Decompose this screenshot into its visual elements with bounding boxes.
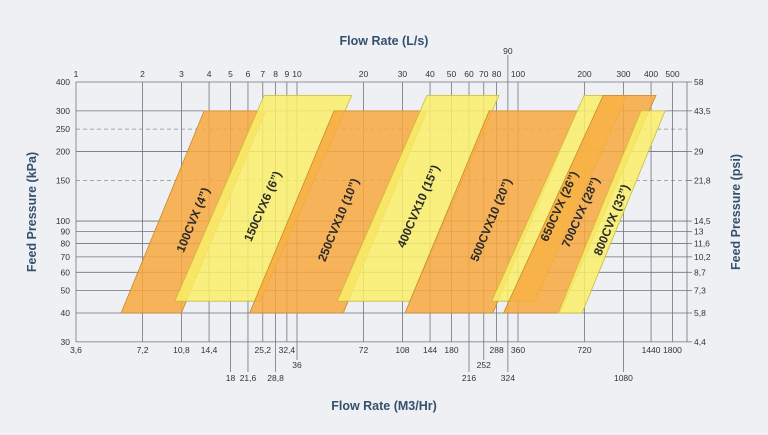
y-right-tick-label: 14,5 [694, 216, 711, 226]
x-bottom-tick-label: 18 [226, 373, 236, 383]
y-left-tick-label: 80 [61, 238, 71, 248]
x-top-tick-label: 100 [511, 69, 525, 79]
x-bottom-tick-label: 288 [489, 345, 503, 355]
x-top-tick-label: 4 [207, 69, 212, 79]
x-bottom-axis-title: Flow Rate (M3/Hr) [331, 399, 437, 413]
x-top-tick-label: 10 [292, 69, 302, 79]
x-bottom-tick-label: 1440 [642, 345, 661, 355]
x-bottom-tick-label: 1800 [663, 345, 682, 355]
y-left-tick-label: 70 [61, 252, 71, 262]
x-top-tick-label: 40 [425, 69, 435, 79]
x-top-tick-label: 7 [260, 69, 265, 79]
y-left-tick-label: 200 [56, 147, 70, 157]
y-left-tick-label: 250 [56, 124, 70, 134]
x-top-tick-label: 80 [492, 69, 502, 79]
y-left-tick-label: 300 [56, 106, 70, 116]
x-bottom-tick-label: 36 [292, 360, 302, 370]
y-right-tick-label: 29 [694, 147, 704, 157]
x-bottom-tick-label: 72 [359, 345, 369, 355]
y-left-axis-title: Feed Pressure (kPa) [25, 152, 39, 272]
x-bottom-tick-label: 32,4 [279, 345, 296, 355]
x-top-tick-label: 90 [503, 46, 513, 56]
y-right-tick-label: 11,6 [694, 238, 710, 248]
series-area-800cvx [557, 110, 666, 314]
series-area-400cvx10 [336, 94, 500, 302]
y-right-tick-label: 5,8 [694, 308, 706, 318]
x-bottom-tick-label: 7,2 [137, 345, 149, 355]
y-left-tick-label: 150 [56, 175, 70, 185]
x-bottom-tick-label: 324 [501, 373, 515, 383]
x-bottom-tick-label: 108 [395, 345, 409, 355]
series-area-700cvx [502, 94, 657, 314]
x-bottom-tick-label: 25,2 [254, 345, 271, 355]
x-bottom-tick-label: 144 [423, 345, 437, 355]
y-right-tick-label: 43,5 [694, 106, 711, 116]
y-right-tick-label: 13 [694, 227, 704, 237]
x-top-axis-title: Flow Rate (L/s) [340, 34, 429, 48]
x-bottom-tick-label: 14,4 [201, 345, 218, 355]
y-left-tick-label: 100 [56, 216, 70, 226]
x-top-tick-label: 2 [140, 69, 145, 79]
y-right-tick-label: 8,7 [694, 267, 706, 277]
x-bottom-tick-label: 720 [577, 345, 591, 355]
y-left-tick-label: 40 [61, 308, 71, 318]
y-right-tick-label: 21,8 [694, 175, 711, 185]
y-left-tick-label: 400 [56, 77, 70, 87]
x-top-tick-label: 300 [616, 69, 630, 79]
y-right-tick-label: 58 [694, 77, 704, 87]
y-left-tick-label: 50 [61, 286, 71, 296]
x-bottom-tick-label: 216 [462, 373, 476, 383]
x-top-tick-label: 30 [398, 69, 408, 79]
x-top-tick-label: 400 [644, 69, 658, 79]
y-right-tick-label: 7,3 [694, 286, 706, 296]
y-left-tick-label: 30 [61, 337, 71, 347]
x-top-tick-label: 8 [273, 69, 278, 79]
x-bottom-tick-label: 21,6 [240, 373, 257, 383]
x-top-tick-label: 9 [285, 69, 290, 79]
x-top-tick-label: 50 [447, 69, 457, 79]
x-top-tick-label: 1 [74, 69, 79, 79]
x-bottom-tick-label: 10,8 [173, 345, 190, 355]
series-area-150cvx6 [174, 94, 353, 302]
x-top-tick-label: 60 [464, 69, 474, 79]
tick-labels: 400300250200150100908070605040305843,529… [56, 46, 711, 383]
x-top-tick-label: 200 [577, 69, 591, 79]
x-bottom-tick-label: 3,6 [70, 345, 82, 355]
x-top-tick-label: 70 [479, 69, 489, 79]
y-right-tick-label: 4,4 [694, 337, 706, 347]
x-bottom-tick-label: 252 [477, 360, 491, 370]
x-top-tick-label: 3 [179, 69, 184, 79]
series-areas [120, 94, 666, 314]
y-right-axis-title: Feed Pressure (psi) [729, 154, 743, 270]
x-bottom-tick-label: 28,8 [267, 373, 284, 383]
x-bottom-tick-label: 180 [444, 345, 458, 355]
x-top-tick-label: 20 [359, 69, 369, 79]
y-left-tick-label: 90 [61, 227, 71, 237]
x-top-tick-label: 5 [228, 69, 233, 79]
x-top-tick-label: 6 [246, 69, 251, 79]
x-bottom-tick-label: 1080 [614, 373, 633, 383]
y-left-tick-label: 60 [61, 267, 71, 277]
y-right-tick-label: 10,2 [694, 252, 711, 262]
x-top-tick-label: 500 [665, 69, 679, 79]
x-bottom-tick-label: 360 [511, 345, 525, 355]
